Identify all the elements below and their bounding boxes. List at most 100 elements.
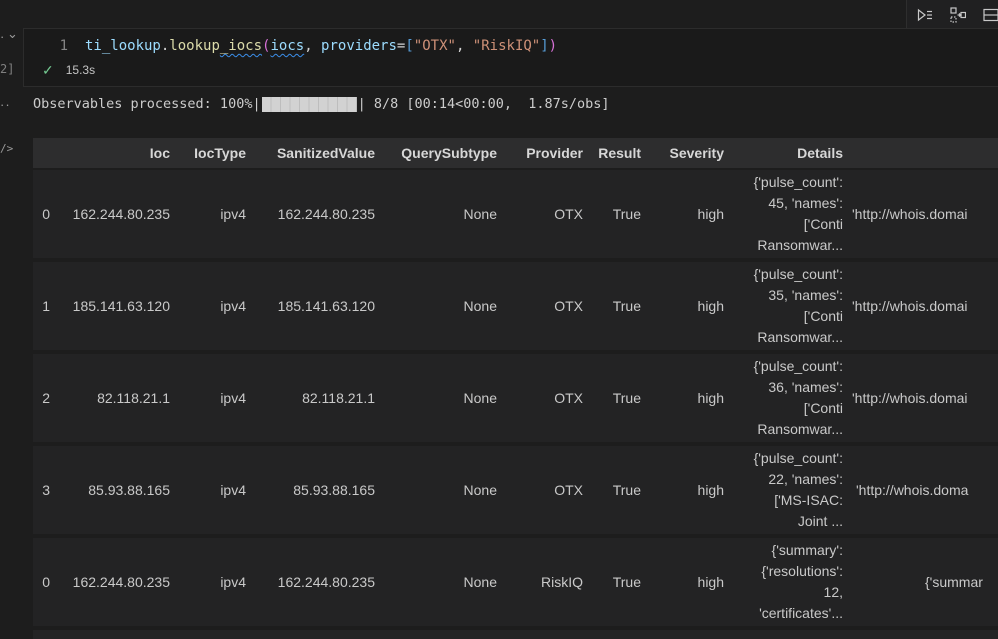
cell-provider: OTX xyxy=(554,206,583,222)
col-header-ioctype: IocType xyxy=(194,145,246,161)
col-header-severity: Severity xyxy=(669,145,724,161)
cell-ioctype: ipv4 xyxy=(220,390,246,406)
cell-subtype: None xyxy=(463,298,497,314)
mime-selector-icon[interactable]: /> xyxy=(0,142,14,155)
details-line: ['Conti xyxy=(803,216,843,232)
cell-ioc: 82.118.21.1 xyxy=(97,390,170,406)
col-header-querysubtype: QuerySubtype xyxy=(401,145,497,161)
code-token: "OTX" xyxy=(413,38,456,54)
drag-handle-dot-icon: · xyxy=(0,29,5,44)
code-token: , xyxy=(455,38,473,54)
code-token: = xyxy=(396,38,406,54)
progress-output: Observables processed: 100%| | 8/8 [00:14… xyxy=(33,96,610,112)
chevron-down-icon[interactable]: ⌄ xyxy=(7,26,18,41)
details-line: 'certificates'... xyxy=(759,605,843,621)
split-cell-icon[interactable] xyxy=(983,7,998,23)
code-token: , xyxy=(304,38,322,54)
details-line: ['MS-ISAC: xyxy=(774,492,843,508)
cell-severity: high xyxy=(697,390,724,406)
cell-provider: OTX xyxy=(554,298,583,314)
cell-ioctype: ipv4 xyxy=(220,206,246,222)
execution-count: 2] xyxy=(0,62,15,76)
cell-reference: 'http://whois.doma xyxy=(856,482,969,498)
cell-sanitized: 85.93.88.165 xyxy=(293,482,375,498)
table-row-partial xyxy=(33,630,998,639)
code-token: . xyxy=(160,38,170,54)
cell-index: 0 xyxy=(42,574,50,590)
details-line: {'pulse_count': xyxy=(753,450,843,466)
cell-provider: RiskIQ xyxy=(541,574,583,590)
details-line: Joint ... xyxy=(797,513,843,529)
cell-severity: high xyxy=(697,298,724,314)
cell-result: True xyxy=(612,390,641,406)
cell-sanitized: 185.141.63.120 xyxy=(277,298,375,314)
code-cell[interactable]: 1 ti_lookup.lookup_iocs(iocs, providers=[… xyxy=(23,28,998,87)
cell-provider: OTX xyxy=(554,390,583,406)
code-token: ( xyxy=(262,38,271,54)
details-line: {'resolutions': xyxy=(761,563,843,579)
cell-toolbar xyxy=(906,0,998,30)
details-line: 36, 'names': xyxy=(768,379,843,395)
cell-result: True xyxy=(612,574,641,590)
run-below-icon[interactable] xyxy=(917,7,933,23)
cell-reference: 'http://whois.domai xyxy=(852,206,968,222)
details-line: 12, xyxy=(823,584,843,600)
details-line: {'summary': xyxy=(771,542,843,558)
cell-index: 0 xyxy=(42,206,50,222)
table-row: 0 162.244.80.235 ipv4 162.244.80.235 Non… xyxy=(33,170,998,258)
code-token: lookup xyxy=(169,38,220,54)
line-number: 1 xyxy=(59,38,68,54)
progress-bar xyxy=(261,96,357,112)
cell-ioctype: ipv4 xyxy=(220,574,246,590)
details-line: 35, 'names': xyxy=(768,287,843,303)
cell-details: {'pulse_count': 45, 'names': ['Conti Ran… xyxy=(724,172,843,256)
cell-result: True xyxy=(612,298,641,314)
col-header-details: Details xyxy=(797,144,843,161)
cell-reference: 'http://whois.domai xyxy=(852,390,968,406)
code-token-misspelled: _iocs xyxy=(219,38,263,54)
details-line: {'pulse_count': xyxy=(753,266,843,282)
table-row: 1 185.141.63.120 ipv4 185.141.63.120 Non… xyxy=(33,262,998,350)
details-line: Ransomwar... xyxy=(757,237,843,253)
cell-ioc: 162.244.80.235 xyxy=(72,574,170,590)
code-line[interactable]: 1 ti_lookup.lookup_iocs(iocs, providers=[… xyxy=(24,37,558,55)
cell-sanitized: 162.244.80.235 xyxy=(277,574,375,590)
cell-subtype: None xyxy=(463,574,497,590)
cell-ioctype: ipv4 xyxy=(220,482,246,498)
cell-index: 3 xyxy=(42,482,50,498)
cell-ioc: 162.244.80.235 xyxy=(72,206,170,222)
success-check-icon: ✓ xyxy=(42,62,54,78)
debug-cell-icon[interactable] xyxy=(950,6,966,23)
cell-status-bar: ✓ 15.3s xyxy=(42,63,95,77)
col-header-ioc: Ioc xyxy=(149,145,170,161)
cell-details: {'pulse_count': 35, 'names': ['Conti Ran… xyxy=(724,264,843,348)
progress-text-suffix: | 8/8 [00:14<00:00, 1.87s/obs] xyxy=(357,96,610,112)
cell-ioctype: ipv4 xyxy=(220,298,246,314)
code-token: providers xyxy=(321,38,397,54)
details-line: {'pulse_count': xyxy=(753,358,843,374)
details-line: 22, 'names': xyxy=(768,471,843,487)
progress-text-prefix: Observables processed: 100%| xyxy=(33,96,261,112)
details-line: {'pulse_count': xyxy=(753,174,843,190)
cell-severity: high xyxy=(697,482,724,498)
code-token-misspelled: iocs xyxy=(270,38,305,54)
details-line: Ransomwar... xyxy=(757,421,843,437)
cell-ioc: 185.141.63.120 xyxy=(72,298,170,314)
cell-provider: OTX xyxy=(554,482,583,498)
col-header-sanitizedvalue: SanitizedValue xyxy=(276,145,375,161)
cell-sanitized: 82.118.21.1 xyxy=(302,390,375,406)
cell-result: True xyxy=(612,482,641,498)
code-token: ] xyxy=(540,38,549,54)
cell-details: {'pulse_count': 22, 'names': ['MS-ISAC: … xyxy=(724,448,843,532)
details-line: 45, 'names': xyxy=(768,195,843,211)
col-header-provider: Provider xyxy=(526,145,583,161)
col-header-result: Result xyxy=(598,145,641,161)
table-header-row: Ioc IocType SanitizedValue QuerySubtype … xyxy=(33,138,998,168)
cell-sanitized: 162.244.80.235 xyxy=(277,206,375,222)
code-token: ti_lookup xyxy=(85,38,161,54)
table-row: 2 82.118.21.1 ipv4 82.118.21.1 None OTX … xyxy=(33,354,998,442)
cell-result: True xyxy=(612,206,641,222)
output-more-actions-icon[interactable]: ·· xyxy=(0,97,11,112)
cell-severity: high xyxy=(697,574,724,590)
